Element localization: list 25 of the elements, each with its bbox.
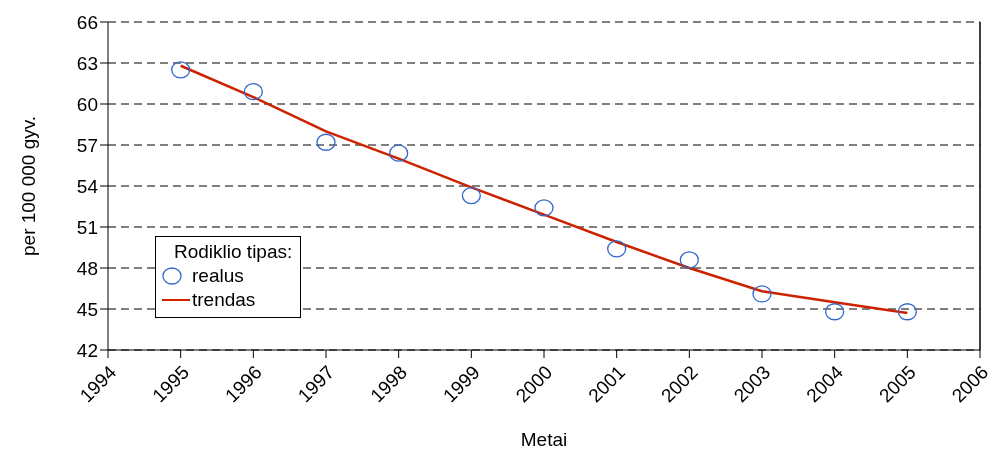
y-tick-label: 57 — [76, 134, 98, 156]
y-tick-label: 66 — [76, 11, 98, 33]
y-tick-label: 54 — [76, 175, 99, 197]
legend-title: Rodiklio tipas: — [173, 241, 293, 263]
y-axis-title: per 100 000 gyv. — [17, 115, 39, 256]
point — [825, 303, 845, 321]
x-axis-title: Metai — [520, 429, 568, 450]
legend-label: trendas — [192, 289, 256, 311]
point — [171, 61, 191, 79]
point — [607, 240, 627, 258]
y-tick-label: 63 — [76, 52, 98, 74]
point — [389, 144, 409, 162]
point — [243, 83, 263, 101]
point — [752, 285, 772, 303]
y-tick-label: 60 — [76, 93, 98, 115]
y-tick-label: 48 — [76, 257, 98, 279]
point — [461, 186, 481, 205]
point — [897, 303, 917, 321]
point — [534, 199, 554, 217]
legend-label: realus — [192, 265, 244, 287]
point — [679, 251, 699, 269]
y-tick-label: 45 — [76, 298, 98, 320]
y-tick-label: 51 — [76, 216, 98, 238]
y-tick-label: 42 — [76, 339, 98, 361]
point — [316, 133, 336, 151]
